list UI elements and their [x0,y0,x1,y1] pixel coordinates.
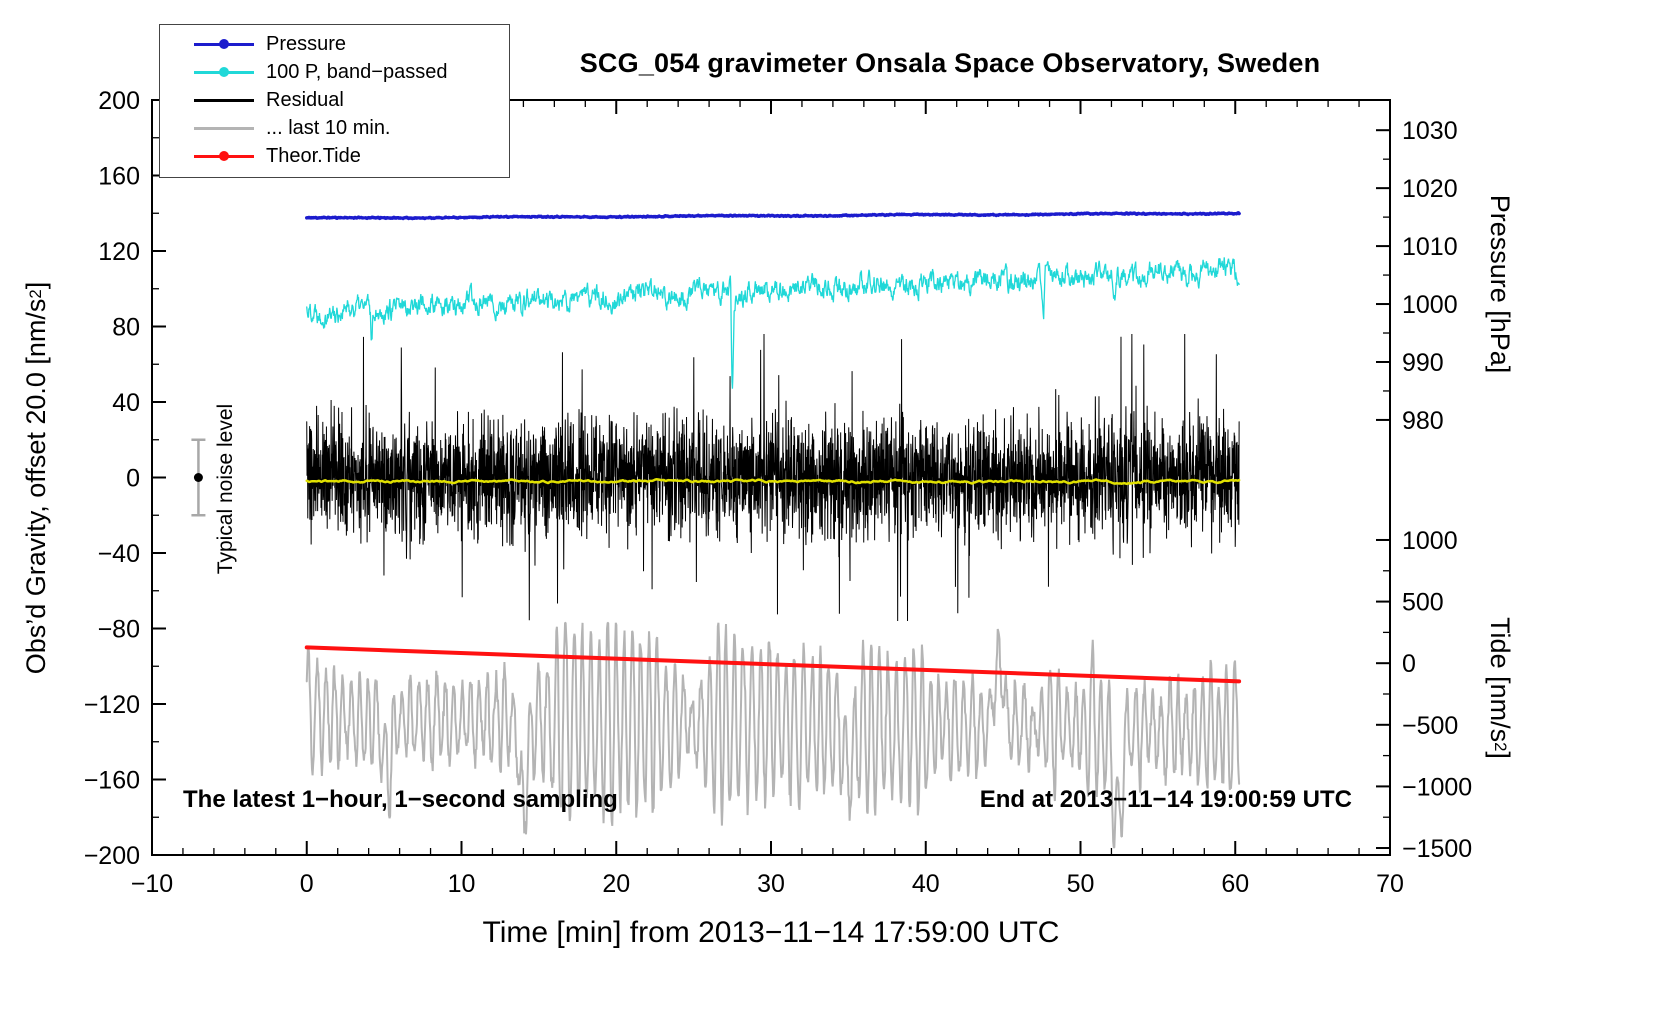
tide-tick-label: −1500 [1402,835,1472,863]
pressure-tick-label: 1010 [1402,233,1458,261]
pressure-tick-label: 990 [1402,349,1444,377]
legend-label: Pressure [266,32,347,55]
noise-dot [193,473,203,482]
tide-tick-label: 1000 [1402,527,1458,555]
legend-line [194,127,254,130]
legend-label: ... last 10 min. [266,116,391,139]
y-tick-label: −40 [98,540,140,568]
legend-dot [219,151,229,161]
chart-title: SCG_054 gravimeter Onsala Space Observat… [579,48,1321,78]
x-tick-label: 50 [1067,870,1095,898]
series-100-p-band-passed [306,257,1240,389]
y-axis-label-gravity-close: ] [20,281,51,290]
x-tick-label: 70 [1376,870,1404,898]
x-axis-label: Time [min] from 2013−11−14 17:59:00 UTC [482,916,1060,949]
y-tick-label: 120 [98,238,140,266]
series-pressure [305,211,1241,221]
y-axis-label-pressure: Pressure [hPa] [1485,194,1516,374]
y-tick-label: 0 [126,465,140,493]
y-tick-label: −160 [84,767,140,795]
pressure-tick-label: 1030 [1402,117,1458,145]
x-tick-label: 10 [448,870,476,898]
series-theor-tide [304,645,1242,684]
tide-tick-label: −1000 [1402,773,1472,801]
tide-tick-label: 500 [1402,589,1444,617]
series-residual-smoothed [305,478,1241,486]
end-time-note: End at 2013−11−14 19:00:59 UTC [979,786,1352,813]
y-tick-label: −120 [84,691,140,719]
y-axis-label-gravity: Obs’d Gravity, offset 20.0 [nm/s 2] [20,281,51,675]
legend-item: Theor.Tide [160,142,509,170]
series--last-10-min- [305,621,1241,849]
series-residual [306,334,1240,621]
y-axis-label-tide-text: Tide [nm/s [1485,617,1516,743]
noise-level-label: Typical noise level [214,403,237,575]
legend-marker [194,65,254,79]
legend: Pressure 100 P, band−passed Residual ... la… [159,24,510,178]
legend-marker [194,37,254,51]
sampling-note: The latest 1−hour, 1−second sampling [183,786,618,813]
y-axis-label-tide: Tide [nm/s 2] [1485,617,1516,759]
legend-item: Pressure [160,30,509,58]
legend-marker [194,121,254,135]
legend-label: 100 P, band−passed [266,60,448,83]
legend-marker [194,149,254,163]
legend-marker [194,93,254,107]
x-tick-label: 40 [912,870,940,898]
x-tick-label: −10 [131,870,173,898]
y-tick-label: 160 [98,163,140,191]
y-tick-label: −200 [84,842,140,870]
x-tick-label: 60 [1221,870,1249,898]
tide-tick-label: 0 [1402,650,1416,678]
tide-tick-label: −500 [1402,712,1458,740]
y-tick-label: 40 [112,389,140,417]
x-tick-label: 0 [300,870,314,898]
pressure-tick-label: 980 [1402,407,1444,435]
x-tick-label: 30 [757,870,785,898]
pressure-tick-label: 1020 [1402,175,1458,203]
y-axis-label-gravity-text: Obs’d Gravity, offset 20.0 [nm/s [20,298,51,675]
y-tick-label: −80 [98,616,140,644]
x-tick-label: 20 [602,870,630,898]
y-tick-label: 200 [98,87,140,115]
legend-item: 100 P, band−passed [160,58,509,86]
y-axis-label-tide-close: ] [1485,751,1516,759]
legend-line [194,99,254,102]
legend-label: Residual [266,88,344,111]
legend-item: ... last 10 min. [160,114,509,142]
legend-dot [219,67,229,77]
y-tick-label: 80 [112,314,140,342]
pressure-tick-label: 1000 [1402,291,1458,319]
legend-item: Residual [160,86,509,114]
legend-label: Theor.Tide [266,144,361,167]
legend-dot [219,39,229,49]
